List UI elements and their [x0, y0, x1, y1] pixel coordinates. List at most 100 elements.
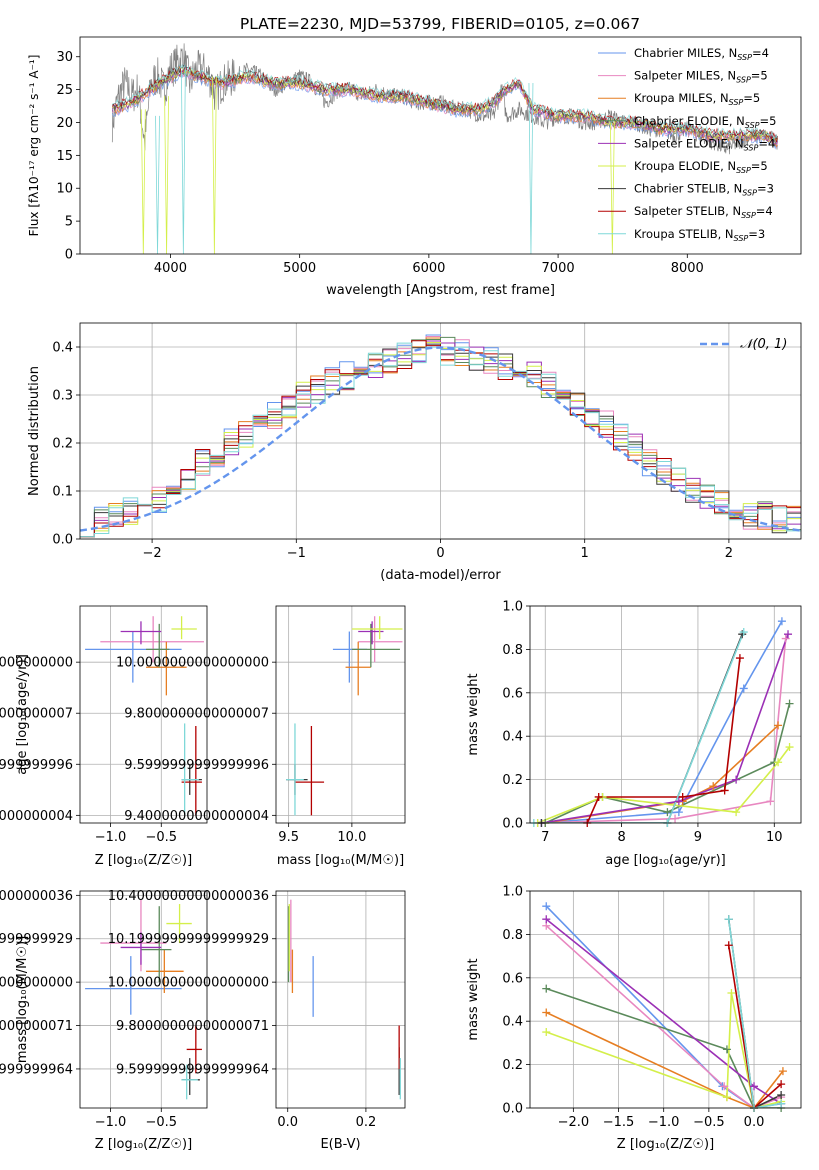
error-bar [286, 723, 304, 816]
data-point-marker [766, 797, 775, 806]
x-tick-label: 8 [617, 830, 625, 845]
plot-area [286, 616, 403, 816]
data-point-marker [720, 1082, 729, 1091]
data-point-marker [724, 915, 733, 924]
y-tick-label: 0.0 [52, 533, 73, 548]
x-axis-label: Z [log₁₀(Z/Z☉)] [95, 853, 192, 868]
absorption-line [140, 109, 146, 254]
x-axis-label: Z [log₁₀(Z/Z☉)] [617, 1137, 714, 1152]
x-tick-label: 6000 [412, 261, 445, 276]
legend-entry: Salpeter ELODIE, NSSP=4 [634, 136, 775, 152]
data-point-marker [784, 630, 793, 639]
data-point-marker [671, 814, 680, 823]
y-tick-label: 20 [56, 116, 73, 131]
mass-weight-line [546, 987, 782, 1108]
axes-frame [79, 605, 208, 824]
axes-frame [275, 890, 406, 1109]
x-tick-label: −1.0 [95, 830, 127, 845]
data-point-marker [777, 1099, 786, 1108]
mass-weight-line [533, 631, 745, 823]
y-tick-label: 0.4 [502, 1015, 523, 1030]
plot-area [85, 899, 202, 1100]
data-point-marker [674, 797, 683, 806]
mass-vs-extinction-panel: 0.0 0.2 9.59999999999999964 9.8000000000000… [108, 889, 406, 1152]
mass-weight-line [727, 945, 782, 1108]
error-bar [146, 949, 184, 993]
y-axis-label: mass [log₁₀(M/M☉)] [15, 936, 30, 1063]
data-point-marker [722, 1045, 731, 1054]
error-bar [181, 723, 199, 816]
y-tick-label: 10.40000000000000036 [0, 889, 73, 904]
legend-entry: Chabrier MILES, NSSP=4 [634, 46, 769, 62]
mass-weight-line [545, 925, 782, 1108]
mass-weight-line [545, 1011, 784, 1108]
data-point-marker [542, 902, 551, 911]
y-tick-label: 9.5999999999999996 [0, 758, 73, 773]
error-bar [294, 725, 325, 816]
axes-frame [79, 36, 802, 255]
y-tick-label: 10 [56, 182, 73, 197]
figure-title: PLATE=2230, MJD=53799, FIBERID=0105, z=0… [240, 15, 640, 33]
y-tick-label: 10.19999999999999929 [0, 932, 73, 947]
x-tick-label: 10 [766, 830, 783, 845]
axes-frame [529, 890, 802, 1109]
x-tick-label: −0.5 [145, 830, 177, 845]
error-bar [120, 932, 162, 965]
x-tick-label: −2.0 [558, 1115, 590, 1130]
y-tick-label: 10.0000000000000000 [116, 656, 269, 671]
data-point-marker [594, 792, 603, 801]
y-tick-label: 25 [56, 83, 73, 98]
data-point-marker [735, 654, 744, 663]
y-tick-label: 9.5999999999999996 [124, 758, 269, 773]
plot-area [111, 43, 779, 254]
x-tick-label: −0.5 [693, 1115, 725, 1130]
y-tick-label: 5 [65, 215, 73, 230]
normal-curve [80, 346, 801, 532]
x-axis-label: Z [log₁₀(Z/Z☉)] [95, 1137, 192, 1152]
x-tick-label: 7000 [542, 261, 575, 276]
error-bar [146, 641, 187, 696]
x-tick-label: −0.5 [145, 1115, 177, 1130]
y-tick-label: 9.8000000000000007 [124, 707, 269, 722]
data-point-marker [739, 684, 748, 693]
y-tick-label: 0.6 [502, 686, 523, 701]
x-tick-label: −1.0 [95, 1115, 127, 1130]
x-axis-label: age [log₁₀(age/yr)] [605, 853, 726, 868]
x-tick-label: 9 [694, 830, 702, 845]
data-point-marker [774, 721, 783, 730]
y-tick-label: 10.00000000000000000 [0, 976, 73, 991]
data-point-marker [774, 758, 783, 767]
plot-area [545, 905, 784, 1108]
legend-entry: Chabrier ELODIE, NSSP=5 [634, 114, 776, 130]
y-tick-label: 0 [65, 248, 73, 263]
absorption-line [211, 76, 217, 254]
data-point-marker [750, 1082, 759, 1091]
mass-vs-metallicity-panel: −1.0 −0.5 9.59999999999999964 9.80000000000… [0, 889, 208, 1152]
age-vs-mass-panel: 9.5 10.0 9.4000000000000004 9.5999999999999… [116, 605, 406, 868]
residuals-panel: −2 −1 0 1 2 0.0 0.1 0.2 0.3 0.4 (data-model)/error… [27, 322, 802, 583]
absorption-line [528, 83, 534, 254]
mass-weight-vs-metallicity-panel: −2.0 −1.5 −1.0 −0.5 0.0 0.0 0.2 0.4 0.6 0.8 1.0 Z [… [466, 885, 802, 1152]
axes-frame [529, 605, 802, 824]
data-point-marker [724, 941, 733, 950]
x-tick-label: 0.0 [744, 1115, 765, 1130]
legend-entry: 𝒩(0, 1) [740, 337, 787, 352]
x-tick-label: −2 [143, 546, 162, 561]
y-tick-label: 15 [56, 149, 73, 164]
x-tick-label: 7 [541, 830, 549, 845]
legend: Chabrier MILES, NSSP=4 Salpeter MILES, NS… [598, 46, 776, 243]
x-tick-label: 0 [436, 546, 444, 561]
y-tick-label: 0.2 [502, 773, 523, 788]
data-point-marker [542, 915, 551, 924]
legend-entry: Kroupa STELIB, NSSP=3 [634, 227, 765, 243]
x-tick-label: 0.0 [277, 1115, 298, 1130]
error-bar [166, 904, 192, 944]
model-spectrum-line [112, 64, 779, 143]
x-tick-label: 2 [725, 546, 733, 561]
y-axis-label: mass weight [466, 958, 481, 1040]
legend-entry: Salpeter STELIB, NSSP=4 [634, 204, 773, 220]
y-tick-label: 9.4000000000000004 [0, 809, 73, 824]
y-tick-label: 0.6 [502, 971, 523, 986]
